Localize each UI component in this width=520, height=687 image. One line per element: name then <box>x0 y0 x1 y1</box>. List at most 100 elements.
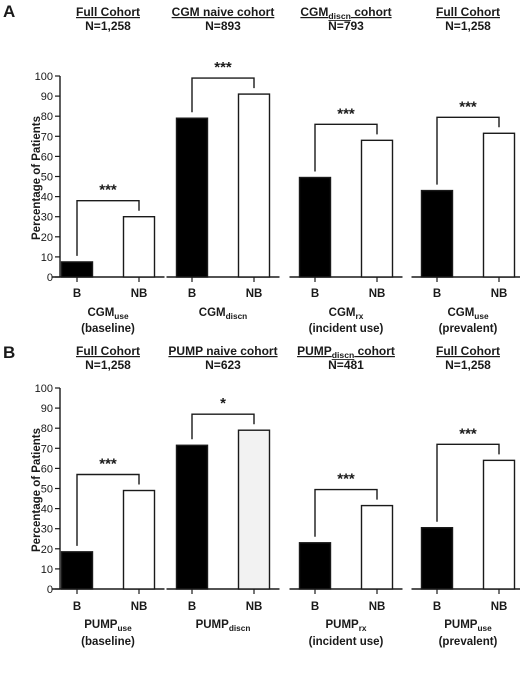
y-tick-label: 30 <box>41 212 53 224</box>
group-label: PUMPrx <box>325 619 366 633</box>
category-label: B <box>433 601 441 613</box>
significance-bracket <box>76 199 140 256</box>
y-tick-label: 10 <box>41 252 53 264</box>
bar <box>122 489 156 590</box>
bar <box>175 444 209 590</box>
y-tick-label: 30 <box>41 524 53 536</box>
significance-bracket <box>436 443 500 522</box>
y-tick-label: 80 <box>41 111 53 123</box>
y-tick-label: 70 <box>41 131 53 143</box>
category-label: NB <box>246 288 263 300</box>
category-label: NB <box>369 288 386 300</box>
group-label: CGMrx <box>329 307 364 321</box>
category-label: NB <box>246 601 263 613</box>
panel-a: A Percentage of Patients 0 10 20 30 40 50 60 70… <box>3 2 520 335</box>
cohort-title: Full Cohort <box>436 5 500 19</box>
bar <box>482 459 516 590</box>
category-label: B <box>433 288 441 300</box>
bar <box>420 189 454 278</box>
bar <box>482 132 516 278</box>
significance-marker: *** <box>99 456 117 473</box>
y-tick-label: 20 <box>41 544 53 556</box>
y-tick-label: 70 <box>41 443 53 455</box>
y-tick-label: 60 <box>41 151 53 163</box>
category-label: B <box>188 601 196 613</box>
y-tick-label: 40 <box>41 192 53 204</box>
y-axis-title: Percentage of Patients <box>31 116 43 240</box>
y-tick-label: 10 <box>41 564 53 576</box>
y-tick-label: 40 <box>41 504 53 516</box>
bar <box>237 93 271 278</box>
group-label: PUMPuse <box>84 619 132 633</box>
y-tick-label: 50 <box>41 484 53 496</box>
bar <box>360 139 394 278</box>
category-label: B <box>73 601 81 613</box>
group-label-line2: (prevalent) <box>439 323 498 335</box>
significance-bracket <box>76 473 140 546</box>
cohort-n: N=1,258 <box>445 19 491 33</box>
group-label: PUMPuse <box>444 619 492 633</box>
group-label: CGMuse <box>87 307 128 321</box>
y-tick-label: 0 <box>47 272 53 284</box>
significance-marker: *** <box>459 98 477 115</box>
y-tick-label: 90 <box>41 91 53 103</box>
group-label-line2: (baseline) <box>81 323 135 335</box>
significance-bracket <box>191 77 255 113</box>
y-tick-label: 0 <box>47 584 53 596</box>
panel-label: B <box>3 343 15 362</box>
cohort-title: PUMP naive cohort <box>168 344 277 358</box>
category-label: NB <box>491 601 508 613</box>
y-tick-label: 80 <box>41 423 53 435</box>
panel-label: A <box>3 2 15 21</box>
bar <box>175 117 209 278</box>
y-tick-label: 90 <box>41 403 53 415</box>
cohort-title: CGMdiscn cohort <box>300 5 391 21</box>
y-tick-label: 60 <box>41 463 53 475</box>
significance-marker: *** <box>459 425 477 442</box>
category-label: B <box>73 288 81 300</box>
bar <box>122 215 156 278</box>
group-label: PUMPdiscn <box>196 619 251 633</box>
significance-marker: *** <box>214 59 232 76</box>
category-label: B <box>188 288 196 300</box>
category-label: B <box>311 601 319 613</box>
bar <box>60 261 94 278</box>
cohort-n: N=481 <box>328 358 364 372</box>
significance-marker: *** <box>337 105 355 122</box>
group-label-line2: (incident use) <box>309 636 384 648</box>
bar <box>298 176 332 278</box>
bar <box>360 504 394 590</box>
bar <box>420 526 454 590</box>
group-label-line2: (prevalent) <box>439 636 498 648</box>
group-label-line2: (baseline) <box>81 636 135 648</box>
cohort-title: Full Cohort <box>76 5 140 19</box>
category-label: NB <box>491 288 508 300</box>
group-label: CGMdiscn <box>199 307 247 321</box>
cohort-n: N=893 <box>205 19 241 33</box>
category-label: B <box>311 288 319 300</box>
bar <box>60 551 94 590</box>
y-axis-title: Percentage of Patients <box>31 428 43 552</box>
cohort-n: N=1,258 <box>85 19 131 33</box>
bar <box>237 429 271 590</box>
significance-bracket <box>191 413 255 440</box>
cohort-title: PUMPdiscn cohort <box>297 344 395 360</box>
cohort-title: CGM naive cohort <box>172 5 275 19</box>
significance-bracket <box>314 123 378 172</box>
group-label-line2: (incident use) <box>309 323 384 335</box>
category-label: NB <box>131 288 148 300</box>
y-tick-label: 100 <box>35 71 53 83</box>
bar <box>298 542 332 590</box>
panel-b: B Percentage of Patients 0 10 20 30 40 50 60 70… <box>3 343 520 648</box>
significance-bracket <box>436 116 500 185</box>
cohort-n: N=1,258 <box>85 358 131 372</box>
significance-marker: *** <box>99 182 117 199</box>
y-tick-label: 100 <box>35 383 53 395</box>
group-label: CGMuse <box>447 307 488 321</box>
cohort-title: Full Cohort <box>436 344 500 358</box>
category-label: NB <box>131 601 148 613</box>
cohort-n: N=1,258 <box>445 358 491 372</box>
